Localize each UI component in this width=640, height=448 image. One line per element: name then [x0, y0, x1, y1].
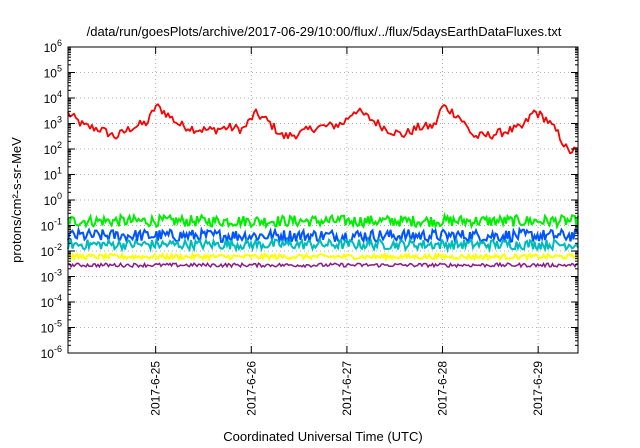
y-tick-label: 10-3: [41, 268, 62, 285]
y-tick-label: 102: [44, 140, 62, 157]
y-tick-label: 10-4: [41, 293, 62, 310]
series-line-3: [67, 236, 579, 254]
y-tick-exponent: 2: [57, 140, 62, 150]
y-tick-exponent: 3: [57, 115, 62, 125]
y-tick-label: 106: [44, 38, 62, 55]
y-axis: 10610510410310210110010-110-210-310-410-…: [41, 38, 578, 361]
y-tick-label: 10-6: [41, 344, 62, 361]
x-tick-label: 2017-6-27: [340, 361, 354, 416]
y-tick-label: 100: [44, 191, 62, 208]
y-tick-exponent: -4: [54, 293, 62, 303]
x-axis-label: Coordinated Universal Time (UTC): [223, 429, 422, 444]
x-tick-label: 2017-6-28: [436, 361, 450, 416]
series-line-4: [67, 251, 579, 263]
x-tick-label: 2017-6-26: [244, 361, 258, 416]
y-tick-exponent: -2: [54, 242, 62, 252]
series-line-5: [67, 261, 579, 269]
x-tick-label: 2017-6-29: [531, 361, 545, 416]
series-line-red: [67, 103, 579, 155]
chart-title: /data/run/goesPlots/archive/2017-06-29/1…: [87, 24, 562, 39]
y-tick-exponent: 6: [57, 38, 62, 48]
series-line-2: [67, 225, 579, 245]
y-tick-label: 10-2: [41, 242, 62, 259]
y-axis-label: protons/cm²-s-sr-MeV: [9, 137, 24, 263]
y-tick-label: 104: [44, 89, 62, 106]
y-tick-label: 10-5: [41, 319, 62, 336]
y-tick-exponent: -1: [54, 217, 62, 227]
y-tick-exponent: 4: [57, 89, 62, 99]
y-tick-exponent: 1: [57, 166, 62, 176]
y-tick-exponent: -6: [54, 344, 62, 354]
y-tick-exponent: 0: [57, 191, 62, 201]
y-tick-label: 10-1: [41, 217, 62, 234]
x-tick-label: 2017-6-25: [149, 361, 163, 416]
series-line-1: [67, 211, 579, 231]
y-tick-label: 101: [44, 166, 62, 183]
grid: [68, 46, 578, 354]
y-tick-label: 103: [44, 115, 62, 132]
x-axis: 2017-6-25 2017-6-26 2017-6-27 2017-6-28 2017…: [149, 47, 545, 416]
y-tick-exponent: 5: [57, 64, 62, 74]
y-tick-exponent: -3: [54, 268, 62, 278]
y-tick-exponent: -5: [54, 319, 62, 329]
y-tick-label: 105: [44, 64, 62, 81]
series-group: [67, 103, 579, 269]
